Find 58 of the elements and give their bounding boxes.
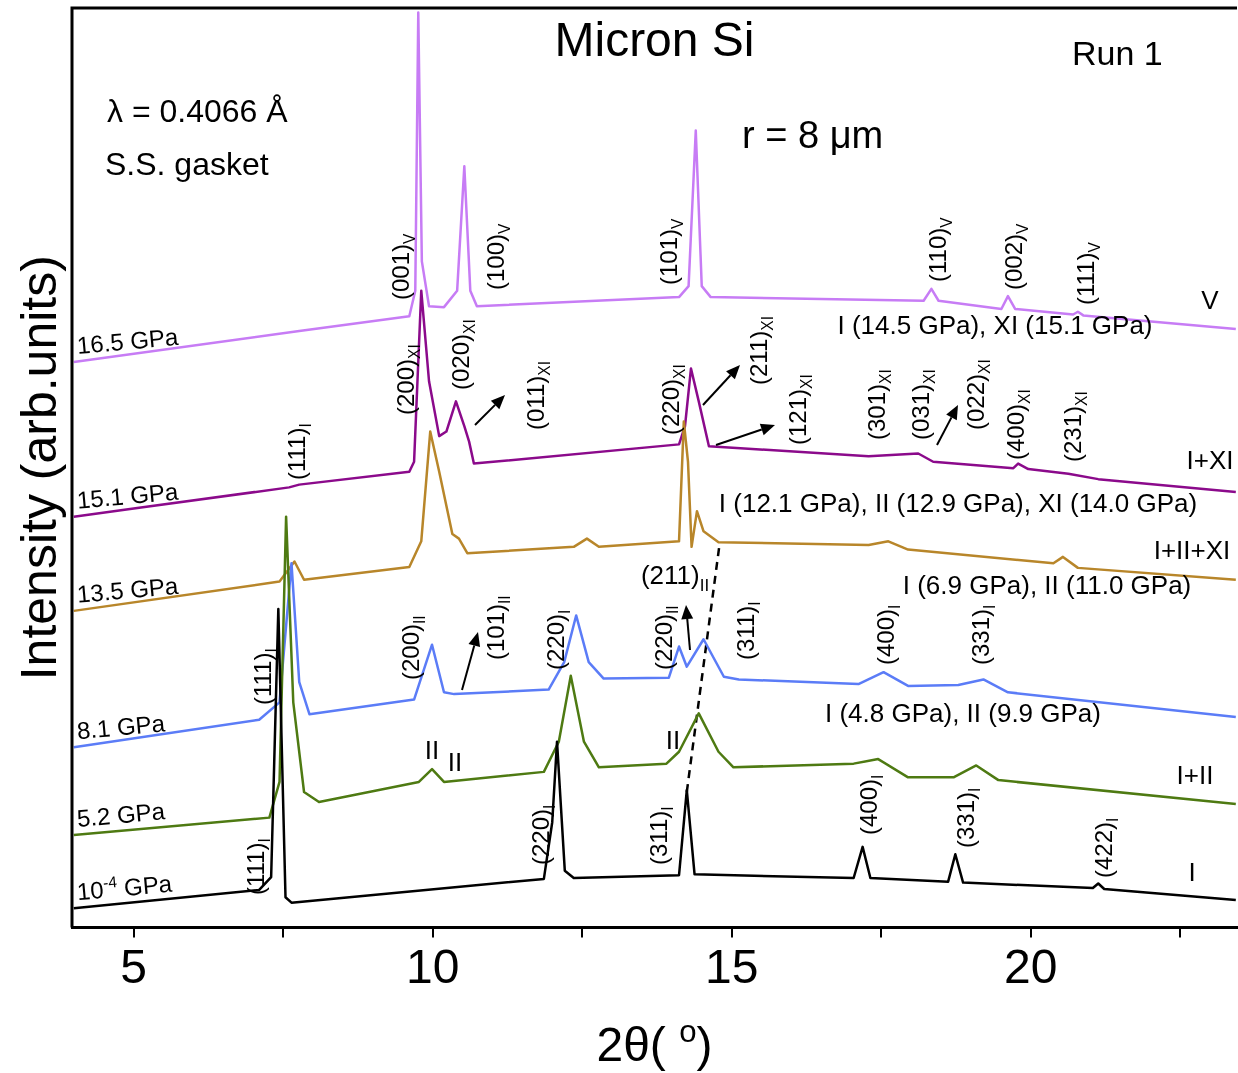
annotation: Run 1 xyxy=(1072,34,1163,72)
annotation: S.S. gasket xyxy=(105,146,269,182)
annotation: I+XI xyxy=(1186,445,1234,475)
annotation: (011)XI xyxy=(522,361,553,430)
annotation: (111)V xyxy=(1072,241,1103,305)
text: 13.5 GPa xyxy=(75,571,180,608)
annotation: (022)XI xyxy=(962,359,993,430)
annotation: (020)XI xyxy=(447,319,478,390)
annotation: II xyxy=(424,735,440,765)
text: 5.2 GPa xyxy=(75,797,167,832)
text: 16.5 GPa xyxy=(75,322,180,360)
annotation: I+II+XI xyxy=(1153,535,1231,565)
annotation: (400)I xyxy=(855,774,886,835)
annotation: I xyxy=(1188,857,1196,887)
annotation: I+II xyxy=(1176,760,1214,790)
annotation: I (14.5 GPa), XI (15.1 GPa) xyxy=(837,310,1153,340)
annotation: I (12.1 GPa), II (12.9 GPa), XI (14.0 GPa) xyxy=(718,488,1198,518)
annotation: (101)II xyxy=(482,595,513,660)
annotation: (311)I xyxy=(732,601,763,660)
annotation: I (6.9 GPa), II (11.0 GPa) xyxy=(902,570,1192,600)
x-tick-label: 10 xyxy=(405,940,460,994)
text: 10-4 GPa xyxy=(75,869,174,906)
annotation: (220)II xyxy=(650,605,681,670)
annotation: (200)XI xyxy=(392,344,423,415)
chart-title: Micron Si xyxy=(554,13,755,66)
annotation: (111)I xyxy=(283,423,314,480)
x-tick-label: 5 xyxy=(120,940,147,994)
annotation: (400)I xyxy=(872,604,903,665)
annotation: I (4.8 GPa), II (9.9 GPa) xyxy=(825,698,1101,728)
annotation: (111)I xyxy=(242,838,273,895)
annotation: (220)I xyxy=(542,609,573,670)
annotation: (031)XI xyxy=(907,369,938,440)
annotation: (001)V xyxy=(387,232,418,300)
annotation: (101)V xyxy=(655,217,686,285)
x-tick-label: 15 xyxy=(704,940,759,994)
annotation: (100)V xyxy=(482,222,513,290)
annotation: r = 8 μm xyxy=(742,114,884,156)
annotation: (422)I xyxy=(1090,817,1121,878)
text: 15.1 GPa xyxy=(75,477,180,514)
text: 8.1 GPa xyxy=(75,709,167,745)
x-tick-label: 20 xyxy=(1003,940,1058,994)
annotation: (331)I xyxy=(967,604,998,665)
annotation: (121)XI xyxy=(784,374,815,445)
annotation: (220)XI xyxy=(657,364,688,435)
annotation: (301)XI xyxy=(863,369,894,440)
annotation: V xyxy=(1201,285,1220,315)
annotation: λ = 0.4066 Å xyxy=(107,93,289,129)
annotation: (200)II xyxy=(397,615,428,680)
annotation: (331)I xyxy=(952,787,983,848)
annotation: II xyxy=(665,725,681,755)
annotation: (110)V xyxy=(924,216,955,282)
annotation: (311)I xyxy=(645,806,676,865)
annotation: (231)XI xyxy=(1059,391,1090,462)
y-axis-title: Intensity (arb.units) xyxy=(11,255,67,681)
annotation: (400)XI xyxy=(1002,389,1033,460)
annotation: (002)V xyxy=(1000,222,1031,290)
annotation: II xyxy=(447,747,463,777)
annotation: (211)XI xyxy=(745,316,776,385)
